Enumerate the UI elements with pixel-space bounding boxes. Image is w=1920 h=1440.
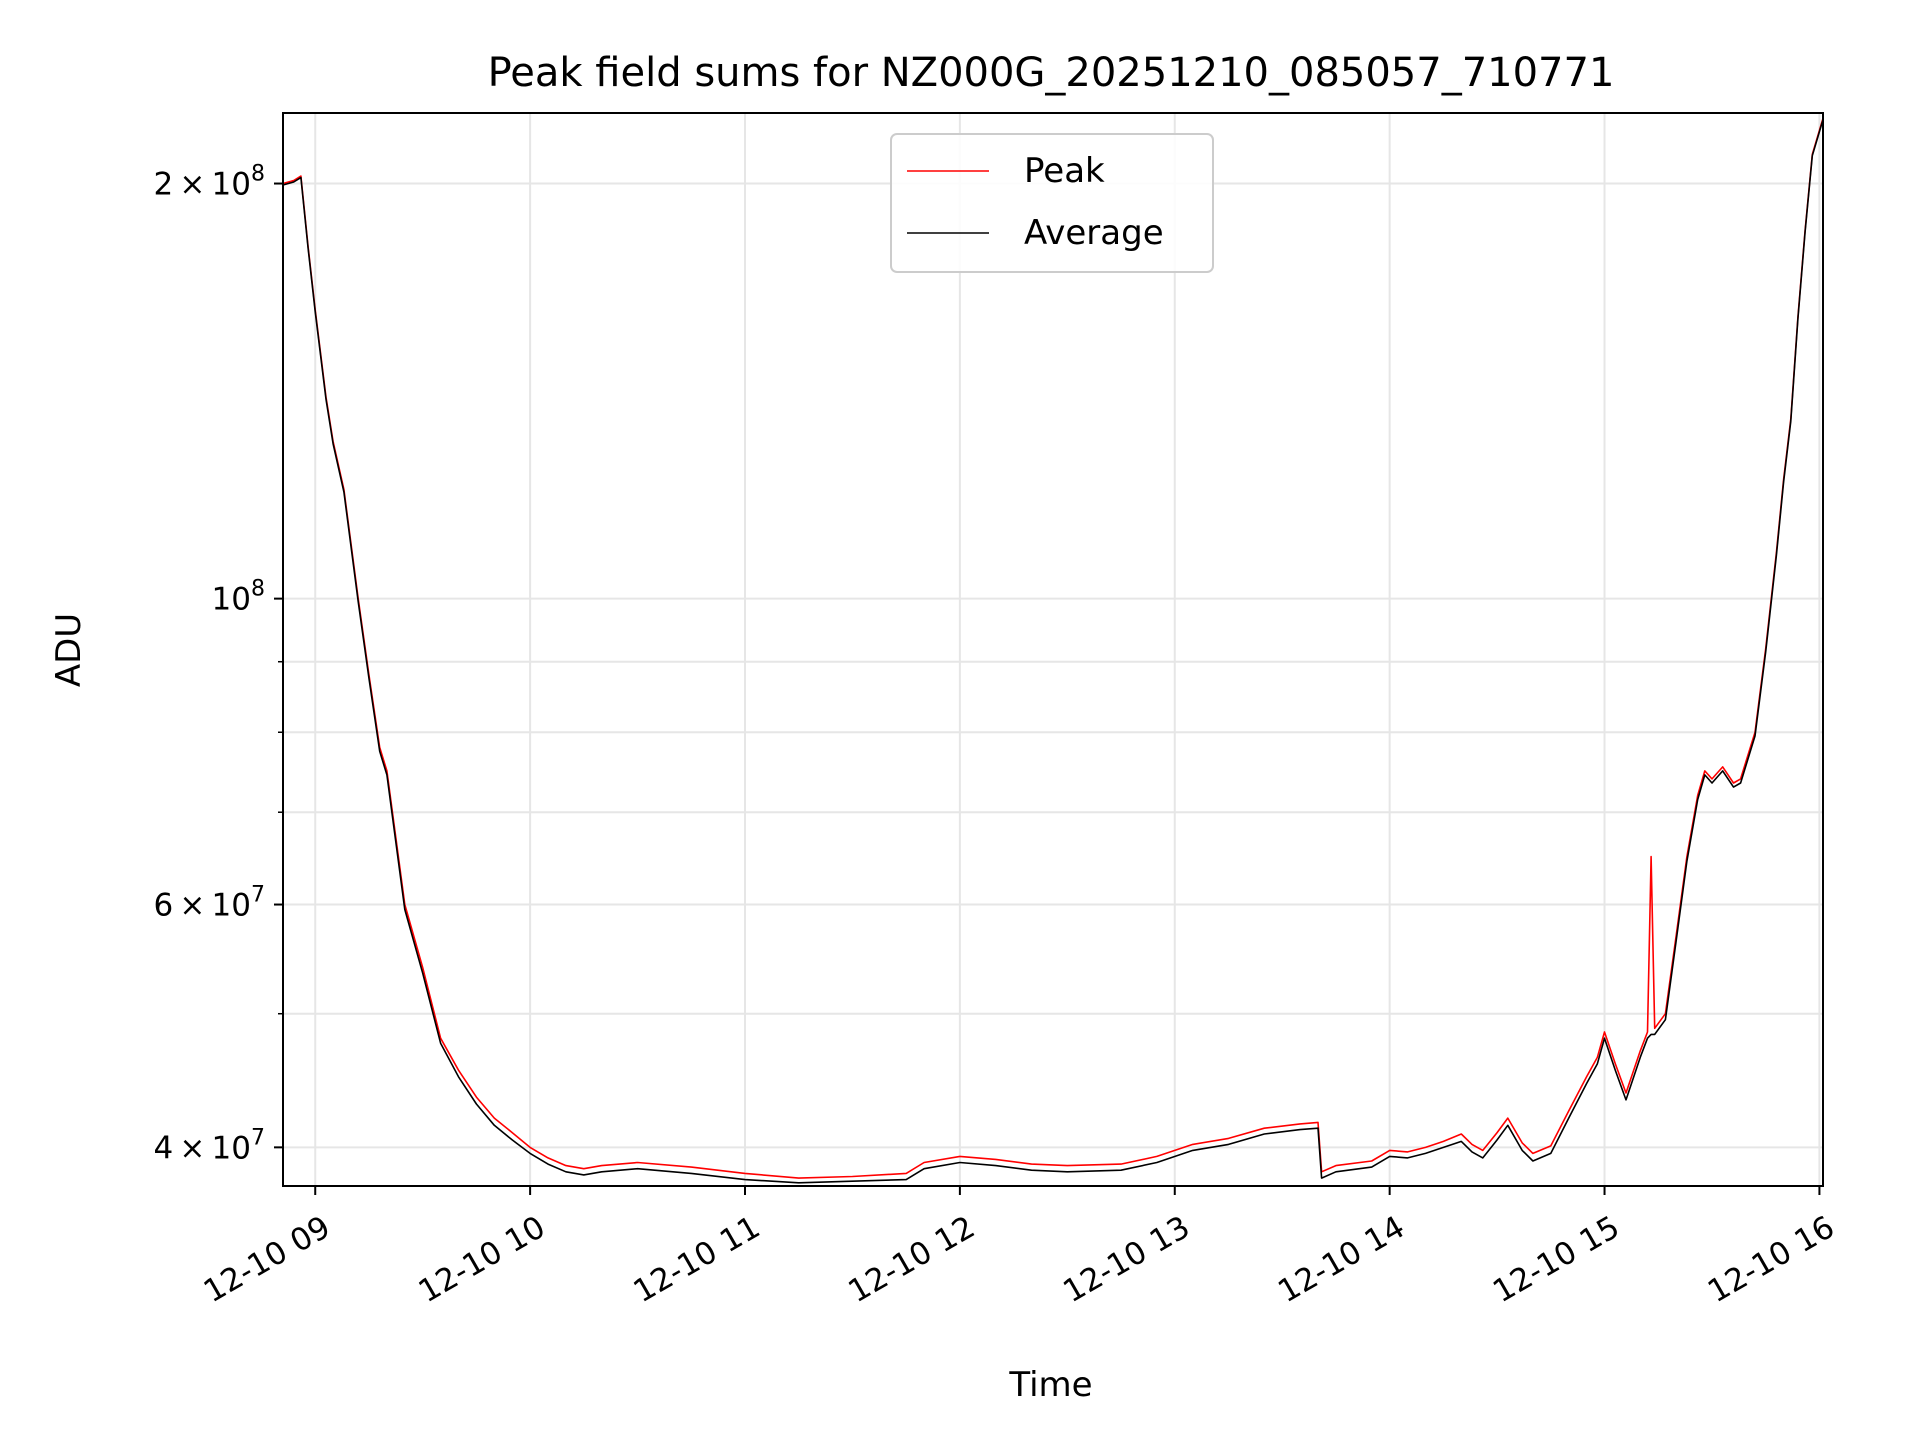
legend-box	[890, 133, 1214, 273]
grid	[283, 113, 1823, 1186]
plot-frame	[282, 112, 1824, 1187]
x-tick-label: 12-10 11	[627, 1209, 766, 1310]
legend-label-peak: Peak	[1024, 151, 1105, 191]
chart-title: Peak field sums for NZ000G_20251210_0850…	[488, 50, 1615, 96]
legend: Peak Average	[890, 133, 1214, 273]
axis-ticks: 12-10 09 12-10 10 12-10 11 12-10 12 12-10 13…	[153, 162, 1840, 1310]
y-tick-label: 4 × 107	[153, 1125, 265, 1166]
x-tick-label: 12-10 15	[1487, 1209, 1626, 1310]
x-tick-label: 12-10 10	[413, 1209, 552, 1310]
x-axis-label: Time	[1008, 1365, 1092, 1405]
x-tick-label: 12-10 16	[1702, 1209, 1841, 1310]
y-tick-label: 6 × 107	[153, 883, 265, 924]
y-tick-label: 2 × 108	[153, 162, 265, 203]
y-tick-label: 108	[212, 577, 265, 618]
series-layer	[282, 118, 1824, 1184]
y-axis-label: ADU	[49, 613, 89, 687]
x-tick-label: 12-10 14	[1272, 1209, 1411, 1310]
series-line-average	[282, 119, 1824, 1184]
series-line-peak	[282, 118, 1824, 1179]
x-tick-label: 12-10 12	[842, 1209, 981, 1310]
x-tick-label: 12-10 13	[1057, 1209, 1196, 1310]
x-tick-label: 12-10 09	[198, 1209, 337, 1310]
legend-label-average: Average	[1024, 213, 1164, 253]
